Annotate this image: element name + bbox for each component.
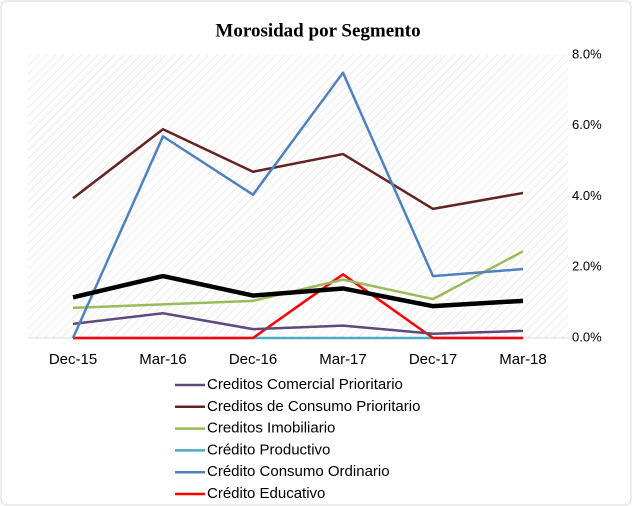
x-tick-label: Mar-18: [499, 351, 547, 368]
series-line: [72, 273, 524, 309]
y-tick-label: 6.0%: [572, 117, 602, 132]
x-tick-label: Dec-15: [49, 351, 97, 368]
plot-area: [28, 55, 568, 338]
y-tick-label: 8.0%: [572, 46, 602, 61]
chart-title: Morosidad por Segmento: [215, 20, 420, 41]
legend-label: Crédito Educativo: [207, 485, 325, 502]
series-line: [72, 311, 524, 336]
legend-label: Creditos Imobiliario: [207, 420, 335, 437]
x-tick-label: Mar-16: [139, 351, 187, 368]
x-tick-label: Dec-17: [409, 351, 457, 368]
series-line: [72, 128, 524, 211]
x-tick-label: Mar-17: [319, 351, 367, 368]
legend-label: Crédito Consumo Ordinario: [207, 463, 390, 480]
legend-label: Creditos de Consumo Prioritario: [207, 398, 420, 415]
y-tick-label: 2.0%: [572, 259, 602, 274]
x-tick-label: Dec-16: [229, 351, 277, 368]
series-line: [73, 273, 523, 340]
series-line: [71, 71, 524, 339]
y-tick-label: 0.0%: [572, 329, 602, 344]
legend-label: Crédito Productivo: [207, 441, 330, 458]
legend-label: Creditos Comercial Prioritario: [207, 376, 403, 393]
y-tick-label: 4.0%: [572, 188, 602, 203]
